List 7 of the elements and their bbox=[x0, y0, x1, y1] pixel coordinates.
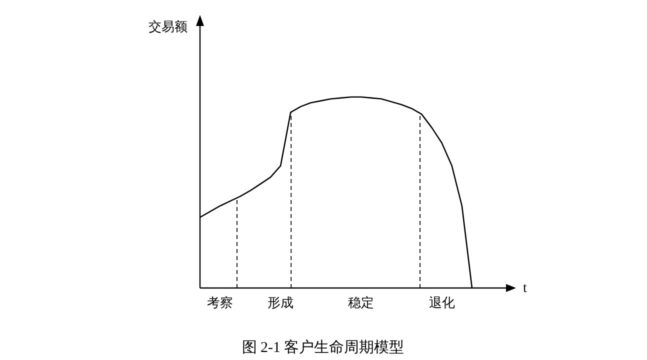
x-tick-label: 考察 bbox=[207, 295, 234, 310]
x-tick-label: 稳定 bbox=[348, 295, 374, 310]
ylabel: 交易额 bbox=[148, 19, 188, 34]
title: 图 2-1 客户生命周期模型 bbox=[242, 340, 404, 356]
xlabel: t bbox=[523, 281, 527, 296]
x-tick-label: 形成 bbox=[268, 295, 294, 310]
x-tick-label: 退化 bbox=[428, 295, 455, 310]
